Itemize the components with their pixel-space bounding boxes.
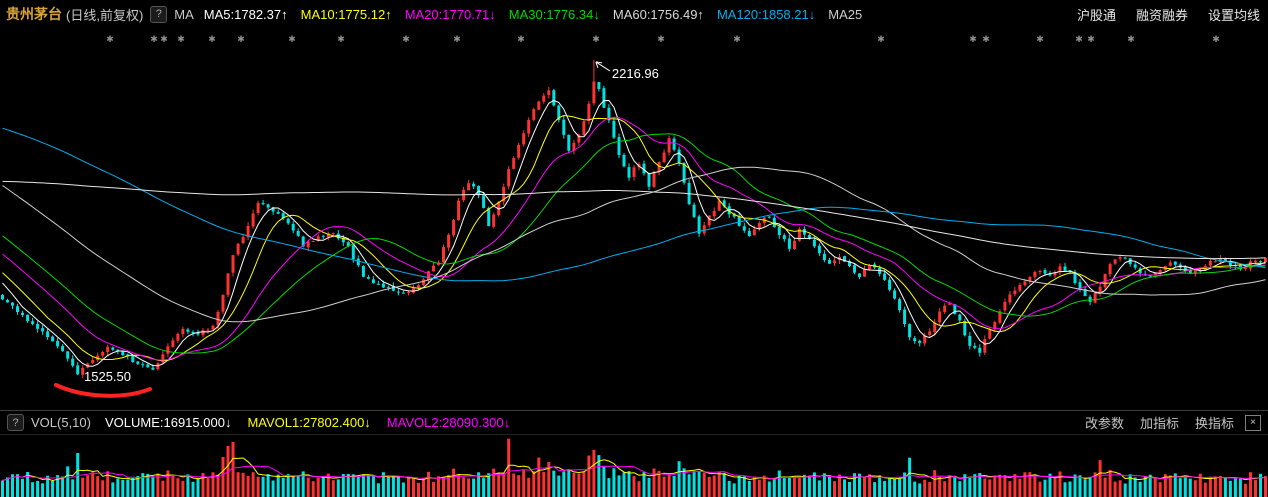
volume-readouts: VOLUME:16915.000↓ MAVOL1:27802.400↓ MAVOL2…: [105, 415, 510, 430]
change-params-button[interactable]: 改参数: [1084, 416, 1124, 431]
ma-readout-ma60: MA60:1756.49↑: [612, 6, 704, 22]
event-marker-icon[interactable]: ✱: [1036, 34, 1044, 44]
add-indicator-button[interactable]: 加指标: [1139, 416, 1179, 431]
ma250-line: [2, 180, 1266, 260]
price-chart-canvas: [1, 59, 1267, 398]
event-marker-icon[interactable]: ✱: [517, 34, 525, 44]
event-marker-icon[interactable]: ✱: [177, 34, 185, 44]
event-marker-icon[interactable]: ✱: [337, 34, 345, 44]
readout-volume: VOLUME:16915.000↓: [104, 415, 232, 430]
ma30-line: [2, 133, 1266, 354]
price-chart[interactable]: ✱ ✱ ✱ ✱ ✱ ✱ ✱ ✱ ✱ ✱ ✱ ✱ ✱ ✱ ✱ ✱ ✱ ✱ ✱ ✱ ✱ ✱ 2216.96 1525.50: [0, 28, 1268, 410]
volume-chart[interactable]: [0, 435, 1268, 497]
high-annotation-arrow: [595, 61, 611, 72]
ma20-line: [2, 116, 1266, 361]
event-marker-icon[interactable]: ✱: [733, 34, 741, 44]
menu-margin-trading[interactable]: 融资融券: [1135, 7, 1188, 23]
volume-indicator-label: VOL(5,10): [31, 415, 91, 430]
event-marker-icon[interactable]: ✱: [877, 34, 885, 44]
chart-header: 贵州茅台 (日线,前复权) ? MA MA5:1782.37↑ MA10:1775…: [0, 0, 1268, 28]
ma-readout-ma10: MA10:1775.12↑: [300, 6, 392, 22]
candles: [1, 59, 1267, 379]
ma-readout-ma30: MA30:1776.34↓: [508, 6, 600, 22]
ma-readout-ma250: MA25: [828, 6, 863, 22]
ma10-line: [2, 114, 1266, 362]
header-menu: 沪股通 融资融券 设置均线: [1068, 0, 1260, 28]
event-marker-icon[interactable]: ✱: [106, 34, 114, 44]
event-marker-icon[interactable]: ✱: [1212, 34, 1220, 44]
event-marker-icon[interactable]: ✱: [1087, 34, 1095, 44]
mavol10-line: [2, 465, 1266, 481]
volume-bars: [1, 438, 1267, 497]
event-marker-icon[interactable]: ✱: [982, 34, 990, 44]
volume-panel-header: ? VOL(5,10) VOLUME:16915.000↓ MAVOL1:2780…: [0, 410, 1268, 435]
event-marker-icon[interactable]: ✱: [237, 34, 245, 44]
hand-drawn-underline: [54, 383, 152, 398]
event-marker-icon[interactable]: ✱: [150, 34, 158, 44]
event-marker-icon[interactable]: ✱: [1075, 34, 1083, 44]
ma-readout-ma120: MA120:1858.21↓: [716, 6, 816, 22]
ma5-line: [2, 99, 1266, 367]
event-marker-icon[interactable]: ✱: [592, 34, 600, 44]
help-icon[interactable]: ?: [150, 5, 168, 23]
high-price-annotation: 2216.96: [611, 65, 659, 81]
volume-actions: 改参数 加指标 换指标: [1085, 413, 1234, 432]
ma-strip: MA5:1782.37↑ MA10:1775.12↑ MA20:1770.71↓ MA…: [204, 7, 862, 22]
event-marker-row: ✱ ✱ ✱ ✱ ✱ ✱ ✱ ✱ ✱ ✱ ✱ ✱ ✱ ✱ ✱ ✱ ✱ ✱ ✱ ✱ ✱ ✱: [0, 34, 1268, 46]
ma60-line: [2, 166, 1266, 323]
mavol5-line: [2, 457, 1266, 482]
event-marker-icon[interactable]: ✱: [402, 34, 410, 44]
ma-readout-ma5: MA5:1782.37↑: [203, 6, 288, 22]
stock-name: 贵州茅台: [6, 6, 62, 22]
volume-help-icon[interactable]: ?: [7, 414, 24, 431]
period-label: (日线,前复权): [66, 7, 144, 23]
readout-mavol1: MAVOL1:27802.400↓: [247, 415, 371, 430]
ma-readout-ma20: MA20:1770.71↓: [404, 6, 496, 22]
switch-indicator-button[interactable]: 换指标: [1194, 416, 1234, 431]
low-price-annotation: 1525.50: [84, 369, 131, 384]
close-panel-icon[interactable]: ×: [1245, 415, 1261, 431]
menu-hugutong[interactable]: 沪股通: [1076, 7, 1116, 23]
menu-ma-settings[interactable]: 设置均线: [1207, 7, 1260, 23]
readout-mavol2: MAVOL2:28090.300↓: [386, 415, 511, 430]
event-marker-icon[interactable]: ✱: [208, 34, 216, 44]
volume-chart-canvas: [1, 438, 1267, 497]
event-marker-icon[interactable]: ✱: [969, 34, 977, 44]
ma-indicator-label: MA: [174, 6, 194, 22]
event-marker-icon[interactable]: ✱: [453, 34, 461, 44]
ma120-line: [2, 127, 1266, 282]
event-marker-icon[interactable]: ✱: [160, 34, 168, 44]
event-marker-icon[interactable]: ✱: [1127, 34, 1135, 44]
event-marker-icon[interactable]: ✱: [288, 34, 296, 44]
event-marker-icon[interactable]: ✱: [657, 34, 665, 44]
